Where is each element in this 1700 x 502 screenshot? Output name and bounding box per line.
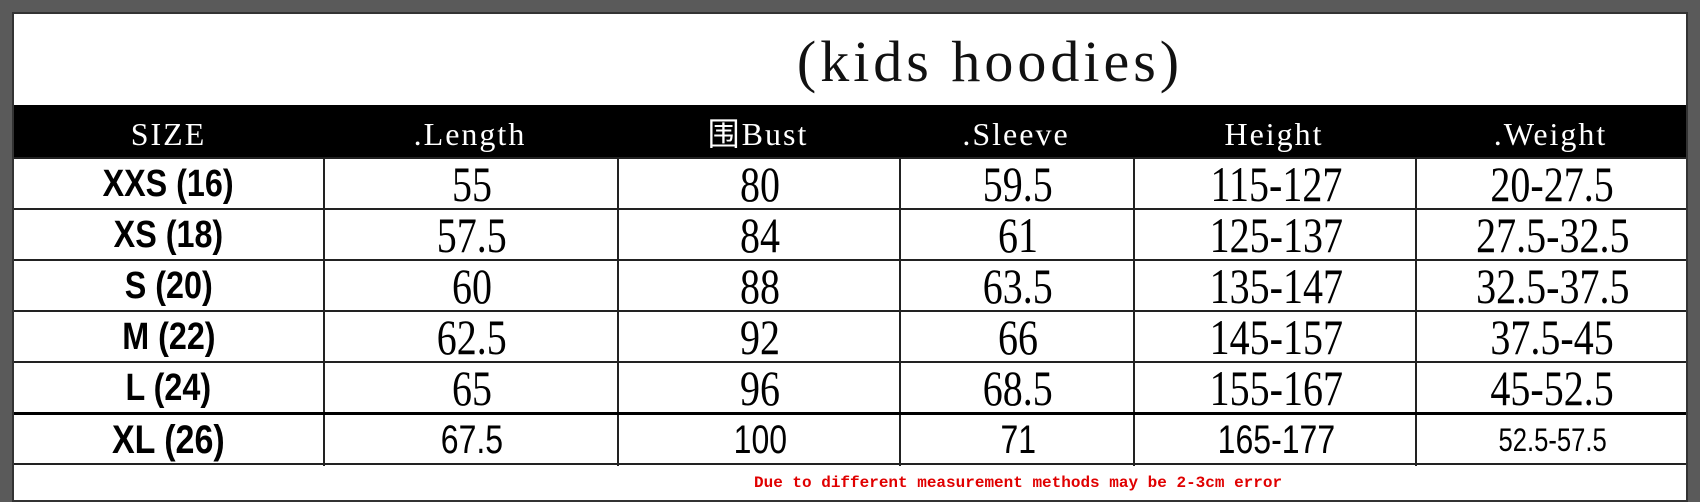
- value-cell: 135-147: [1133, 261, 1417, 312]
- value-cell: 62.5: [323, 312, 619, 363]
- cell-text: XXS (16): [102, 163, 235, 205]
- value-cell: 68.5: [899, 363, 1135, 414]
- cell-text: 55: [452, 156, 492, 212]
- size-cell: XL (26): [14, 415, 323, 466]
- value-cell: 84: [617, 210, 901, 261]
- cell-text: 57.5: [437, 207, 507, 263]
- cell-text: 92: [740, 309, 780, 365]
- header-cell: .Length: [413, 116, 527, 152]
- value-cell: 88: [617, 261, 901, 312]
- table-row: S (20) 60 88 63.5 135-147 32.5-37.5: [14, 259, 1686, 312]
- value-cell: 155-167: [1133, 363, 1417, 414]
- cell-text: 96: [740, 360, 780, 416]
- size-cell: XXS (16): [14, 159, 323, 210]
- cell-text: 61: [998, 207, 1038, 263]
- value-cell: 71: [899, 415, 1135, 466]
- cell-text: L (24): [125, 367, 212, 409]
- cell-text: 115-127: [1210, 156, 1342, 212]
- value-cell: 165-177: [1133, 415, 1417, 466]
- value-cell: 60: [323, 261, 619, 312]
- cell-text: 27.5-32.5: [1475, 207, 1630, 263]
- cell-text: 71: [1000, 418, 1036, 462]
- value-cell: 115-127: [1133, 159, 1417, 210]
- table-row: L (24) 65 96 68.5 155-167 45-52.5: [14, 361, 1686, 414]
- cell-text: 59.5: [983, 156, 1053, 212]
- cell-text: S (20): [124, 265, 213, 307]
- value-cell: 59.5: [899, 159, 1135, 210]
- value-cell: 52.5-57.5: [1415, 415, 1688, 466]
- value-cell: 100: [617, 415, 901, 466]
- cell-text: 37.5-45: [1490, 309, 1615, 365]
- size-chart: (kids hoodies) SIZE .Length 围Bust .Sleeve He…: [12, 12, 1688, 502]
- value-cell: 67.5: [323, 415, 619, 466]
- value-cell: 20-27.5: [1415, 159, 1688, 210]
- header-row: SIZE .Length 围Bust .Sleeve Height .Weight: [14, 105, 1686, 157]
- value-cell: 55: [323, 159, 619, 210]
- value-cell: 145-157: [1133, 312, 1417, 363]
- measurement-note: Due to different measurement methods may…: [754, 474, 1283, 492]
- header-cell: SIZE: [130, 116, 207, 152]
- cell-text: 125-137: [1209, 207, 1343, 263]
- cell-text: 60: [452, 258, 492, 314]
- value-cell: 66: [899, 312, 1135, 363]
- size-cell: L (24): [14, 363, 323, 414]
- cell-text: XS (18): [113, 214, 224, 256]
- value-cell: 65: [323, 363, 619, 414]
- cell-text: 68.5: [983, 360, 1053, 416]
- cell-text: 165-177: [1217, 418, 1335, 462]
- header-cell: 围Bust: [707, 116, 809, 152]
- cell-text: 155-167: [1209, 360, 1343, 416]
- chart-title: (kids hoodies): [796, 29, 1184, 94]
- value-cell: 45-52.5: [1415, 363, 1688, 414]
- cell-text: 100: [733, 418, 787, 462]
- cell-text: 135-147: [1209, 258, 1343, 314]
- cell-text: 80: [740, 156, 780, 212]
- value-cell: 61: [899, 210, 1135, 261]
- value-cell: 92: [617, 312, 901, 363]
- cell-text: 63.5: [983, 258, 1053, 314]
- table-bottom-border: [14, 463, 1686, 465]
- value-cell: 27.5-32.5: [1415, 210, 1688, 261]
- table-row: XL (26) 67.5 100 71 165-177 52.5-57.5: [14, 412, 1686, 466]
- value-cell: 80: [617, 159, 901, 210]
- value-cell: 57.5: [323, 210, 619, 261]
- size-cell: XS (18): [14, 210, 323, 261]
- cell-text: 88: [740, 258, 780, 314]
- header-cell: .Sleeve: [962, 116, 1070, 152]
- value-cell: 32.5-37.5: [1415, 261, 1688, 312]
- cell-text: 84: [740, 207, 780, 263]
- value-cell: 96: [617, 363, 901, 414]
- cell-text: M (22): [121, 316, 216, 358]
- header-cell: Height: [1224, 116, 1324, 152]
- cell-text: 65: [452, 360, 492, 416]
- value-cell: 125-137: [1133, 210, 1417, 261]
- value-cell: 37.5-45: [1415, 312, 1688, 363]
- cell-text: 66: [998, 309, 1038, 365]
- cell-text: 62.5: [437, 309, 507, 365]
- cell-text: 20-27.5: [1490, 156, 1615, 212]
- size-cell: M (22): [14, 312, 323, 363]
- cell-text: 32.5-37.5: [1475, 258, 1630, 314]
- cell-text: 52.5-57.5: [1498, 422, 1607, 458]
- value-cell: 63.5: [899, 261, 1135, 312]
- table-row: XS (18) 57.5 84 61 125-137 27.5-32.5: [14, 208, 1686, 261]
- cell-text: 45-52.5: [1490, 360, 1615, 416]
- table-row: XXS (16) 55 80 59.5 115-127 20-27.5: [14, 157, 1686, 210]
- size-cell: S (20): [14, 261, 323, 312]
- cell-text: 145-157: [1209, 309, 1343, 365]
- header-cell: .Weight: [1493, 116, 1608, 152]
- cell-text: 67.5: [440, 418, 504, 462]
- table-row: M (22) 62.5 92 66 145-157 37.5-45: [14, 310, 1686, 363]
- cell-text: XL (26): [112, 418, 225, 462]
